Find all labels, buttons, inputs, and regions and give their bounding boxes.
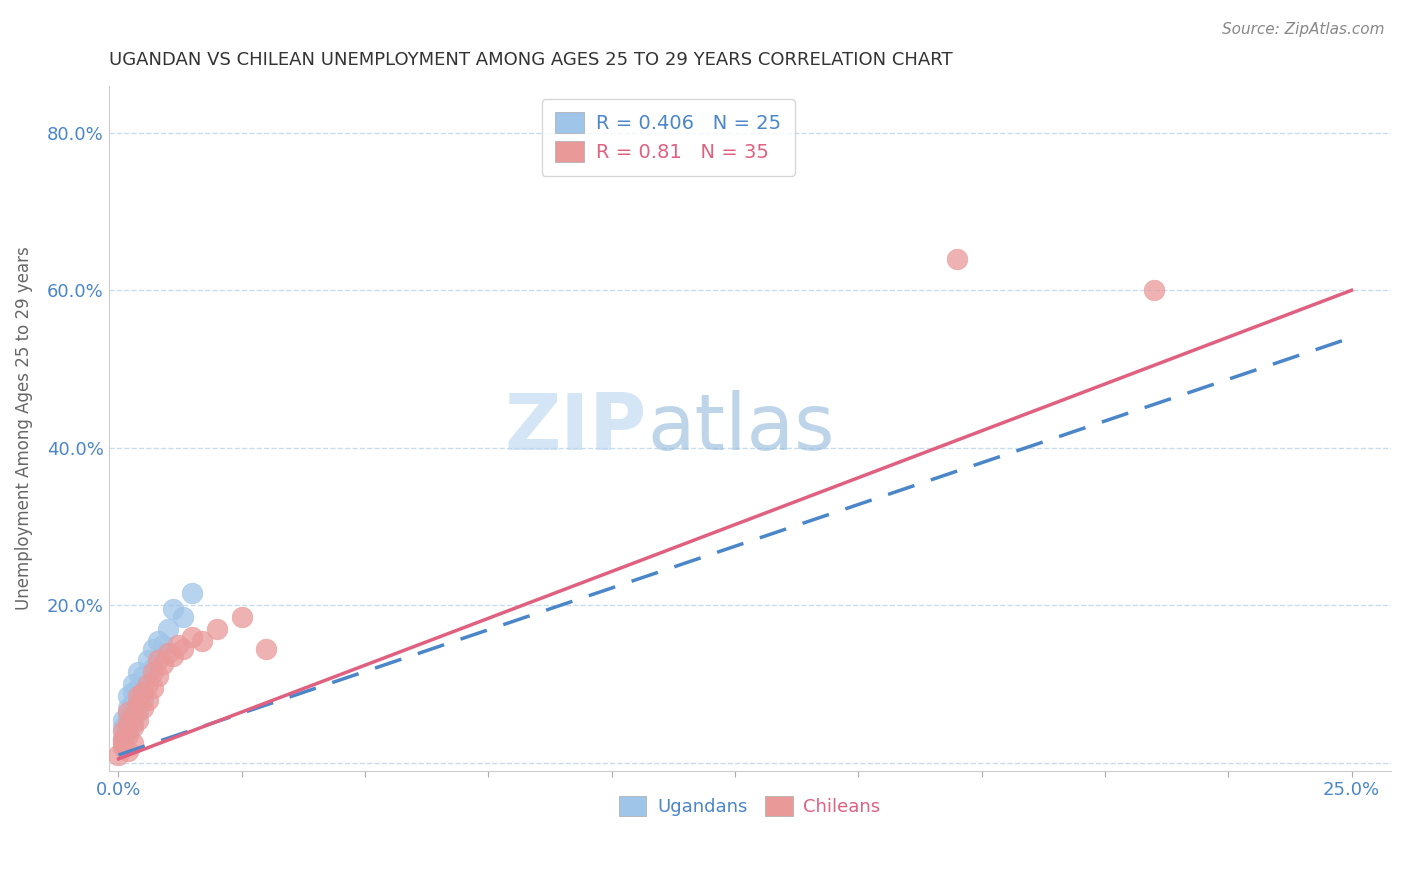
Point xyxy=(162,602,184,616)
Point xyxy=(136,653,159,667)
Point xyxy=(117,716,139,731)
Point xyxy=(142,641,165,656)
Point xyxy=(122,677,145,691)
Point xyxy=(172,610,194,624)
Point xyxy=(122,685,145,699)
Point xyxy=(122,720,145,734)
Point xyxy=(132,685,155,699)
Point xyxy=(107,747,129,762)
Point xyxy=(181,586,204,600)
Point xyxy=(142,665,165,680)
Text: UGANDAN VS CHILEAN UNEMPLOYMENT AMONG AGES 25 TO 29 YEARS CORRELATION CHART: UGANDAN VS CHILEAN UNEMPLOYMENT AMONG AG… xyxy=(108,51,952,69)
Point xyxy=(946,252,969,266)
Point xyxy=(122,716,145,731)
Point xyxy=(142,681,165,695)
Point xyxy=(127,689,149,703)
Point xyxy=(205,622,228,636)
Point xyxy=(156,646,179,660)
Point xyxy=(117,724,139,739)
Point xyxy=(152,638,174,652)
Legend: Ugandans, Chileans: Ugandans, Chileans xyxy=(612,789,887,823)
Point xyxy=(132,669,155,683)
Point xyxy=(1143,283,1166,297)
Point xyxy=(127,681,149,695)
Point xyxy=(112,740,135,755)
Point xyxy=(117,728,139,742)
Point xyxy=(117,744,139,758)
Point xyxy=(142,661,165,675)
Point xyxy=(146,669,169,683)
Point xyxy=(152,657,174,672)
Point xyxy=(132,700,155,714)
Point xyxy=(122,697,145,711)
Point xyxy=(112,713,135,727)
Text: Source: ZipAtlas.com: Source: ZipAtlas.com xyxy=(1222,22,1385,37)
Point xyxy=(112,720,135,734)
Point xyxy=(231,610,253,624)
Text: atlas: atlas xyxy=(647,390,835,467)
Point xyxy=(256,641,278,656)
Point xyxy=(127,705,149,719)
Point xyxy=(172,641,194,656)
Point xyxy=(127,665,149,680)
Point xyxy=(132,693,155,707)
Point xyxy=(146,633,169,648)
Point xyxy=(136,693,159,707)
Point xyxy=(181,630,204,644)
Point xyxy=(162,649,184,664)
Point xyxy=(191,633,214,648)
Point xyxy=(117,700,139,714)
Point xyxy=(166,638,188,652)
Point xyxy=(156,622,179,636)
Point xyxy=(146,653,169,667)
Point xyxy=(112,732,135,747)
Point xyxy=(112,736,135,750)
Point xyxy=(117,705,139,719)
Point xyxy=(122,736,145,750)
Point xyxy=(117,689,139,703)
Point xyxy=(112,724,135,739)
Text: ZIP: ZIP xyxy=(505,390,647,467)
Point xyxy=(127,697,149,711)
Point xyxy=(122,708,145,723)
Point xyxy=(136,677,159,691)
Point xyxy=(127,713,149,727)
Point xyxy=(112,732,135,747)
Y-axis label: Unemployment Among Ages 25 to 29 years: Unemployment Among Ages 25 to 29 years xyxy=(15,246,32,610)
Point xyxy=(117,708,139,723)
